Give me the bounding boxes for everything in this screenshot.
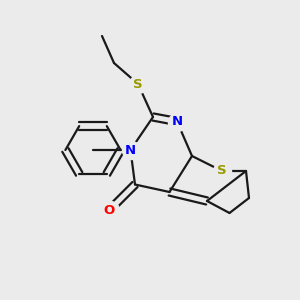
Text: N: N — [171, 115, 183, 128]
Text: N: N — [125, 143, 136, 157]
Text: S: S — [217, 164, 227, 178]
Text: S: S — [133, 77, 143, 91]
Text: O: O — [104, 203, 115, 217]
